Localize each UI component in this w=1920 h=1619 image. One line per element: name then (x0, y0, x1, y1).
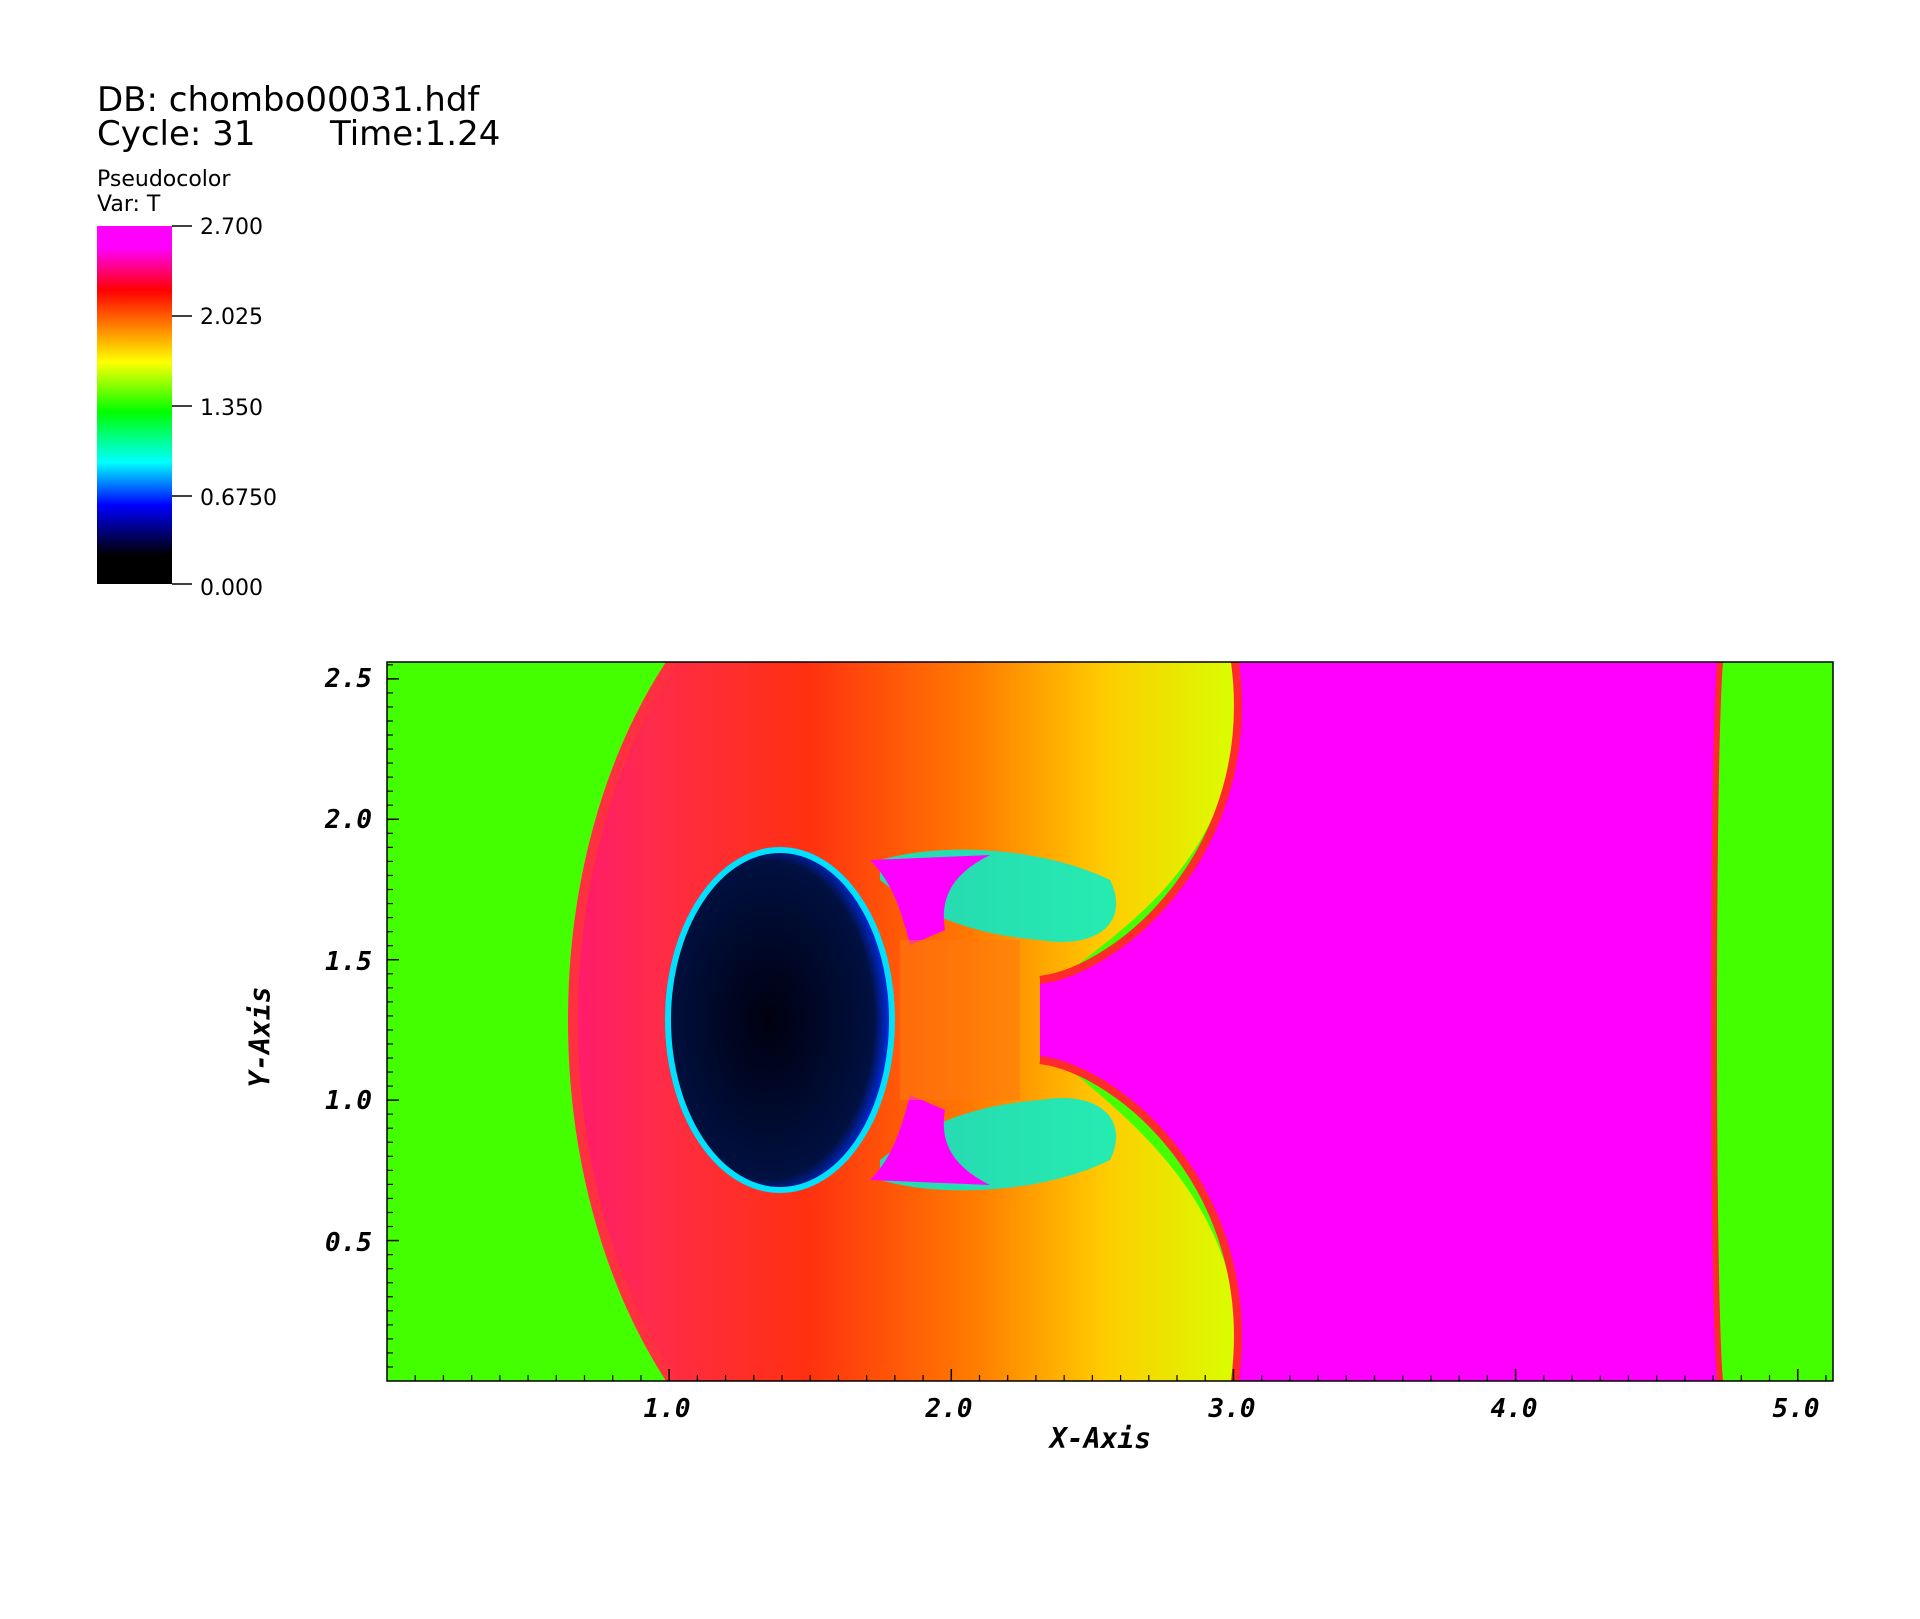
colorbar (97, 226, 172, 584)
upper-hot-pocket (870, 855, 990, 945)
time-label: Time:1.24 (330, 114, 501, 154)
major-ticks (387, 678, 1799, 1381)
legend-tick-label: 2.700 (200, 215, 263, 240)
y-tick-label: 1.0 (325, 1086, 372, 1116)
wake-region (900, 940, 1020, 1100)
y-tick-label: 2.5 (325, 664, 372, 694)
shell-front (568, 662, 677, 1381)
legend-tick-label: 0.000 (200, 576, 263, 601)
x-tick-label: 2.0 (925, 1394, 973, 1424)
y-tick-label: 2.0 (325, 805, 372, 835)
right-front (1711, 662, 1723, 1381)
hot-region-edge (1039, 662, 1242, 1381)
y-tick-label: 0.5 (325, 1228, 372, 1258)
minor-ticks (387, 664, 1827, 1381)
x-axis-title: X-Axis (1050, 1422, 1152, 1455)
bubble-region (665, 847, 895, 1193)
legend-tick-label: 1.350 (200, 396, 263, 421)
x-tick-label: 5.0 (1772, 1394, 1820, 1424)
lower-hot-pocket (870, 1095, 990, 1185)
db-label: DB: chombo00031.hdf (97, 80, 480, 120)
x-tick-label: 3.0 (1208, 1394, 1256, 1424)
legend-var: Var: T (97, 192, 161, 217)
y-axis-title: Y-Axis (243, 986, 277, 1088)
x-tick-label: 4.0 (1490, 1394, 1538, 1424)
legend-plot-type: Pseudocolor (97, 167, 231, 192)
cycle-label: Cycle: 31 (97, 114, 256, 154)
legend-tick-label: 0.6750 (200, 486, 277, 511)
heatmap-field (387, 662, 1833, 1381)
y-tick-label: 1.5 (325, 947, 372, 977)
legend-tick-label: 2.025 (200, 305, 263, 330)
plot-frame (386, 661, 1834, 1382)
x-tick-label: 1.0 (643, 1394, 691, 1424)
colorbar-ticks (172, 225, 192, 585)
